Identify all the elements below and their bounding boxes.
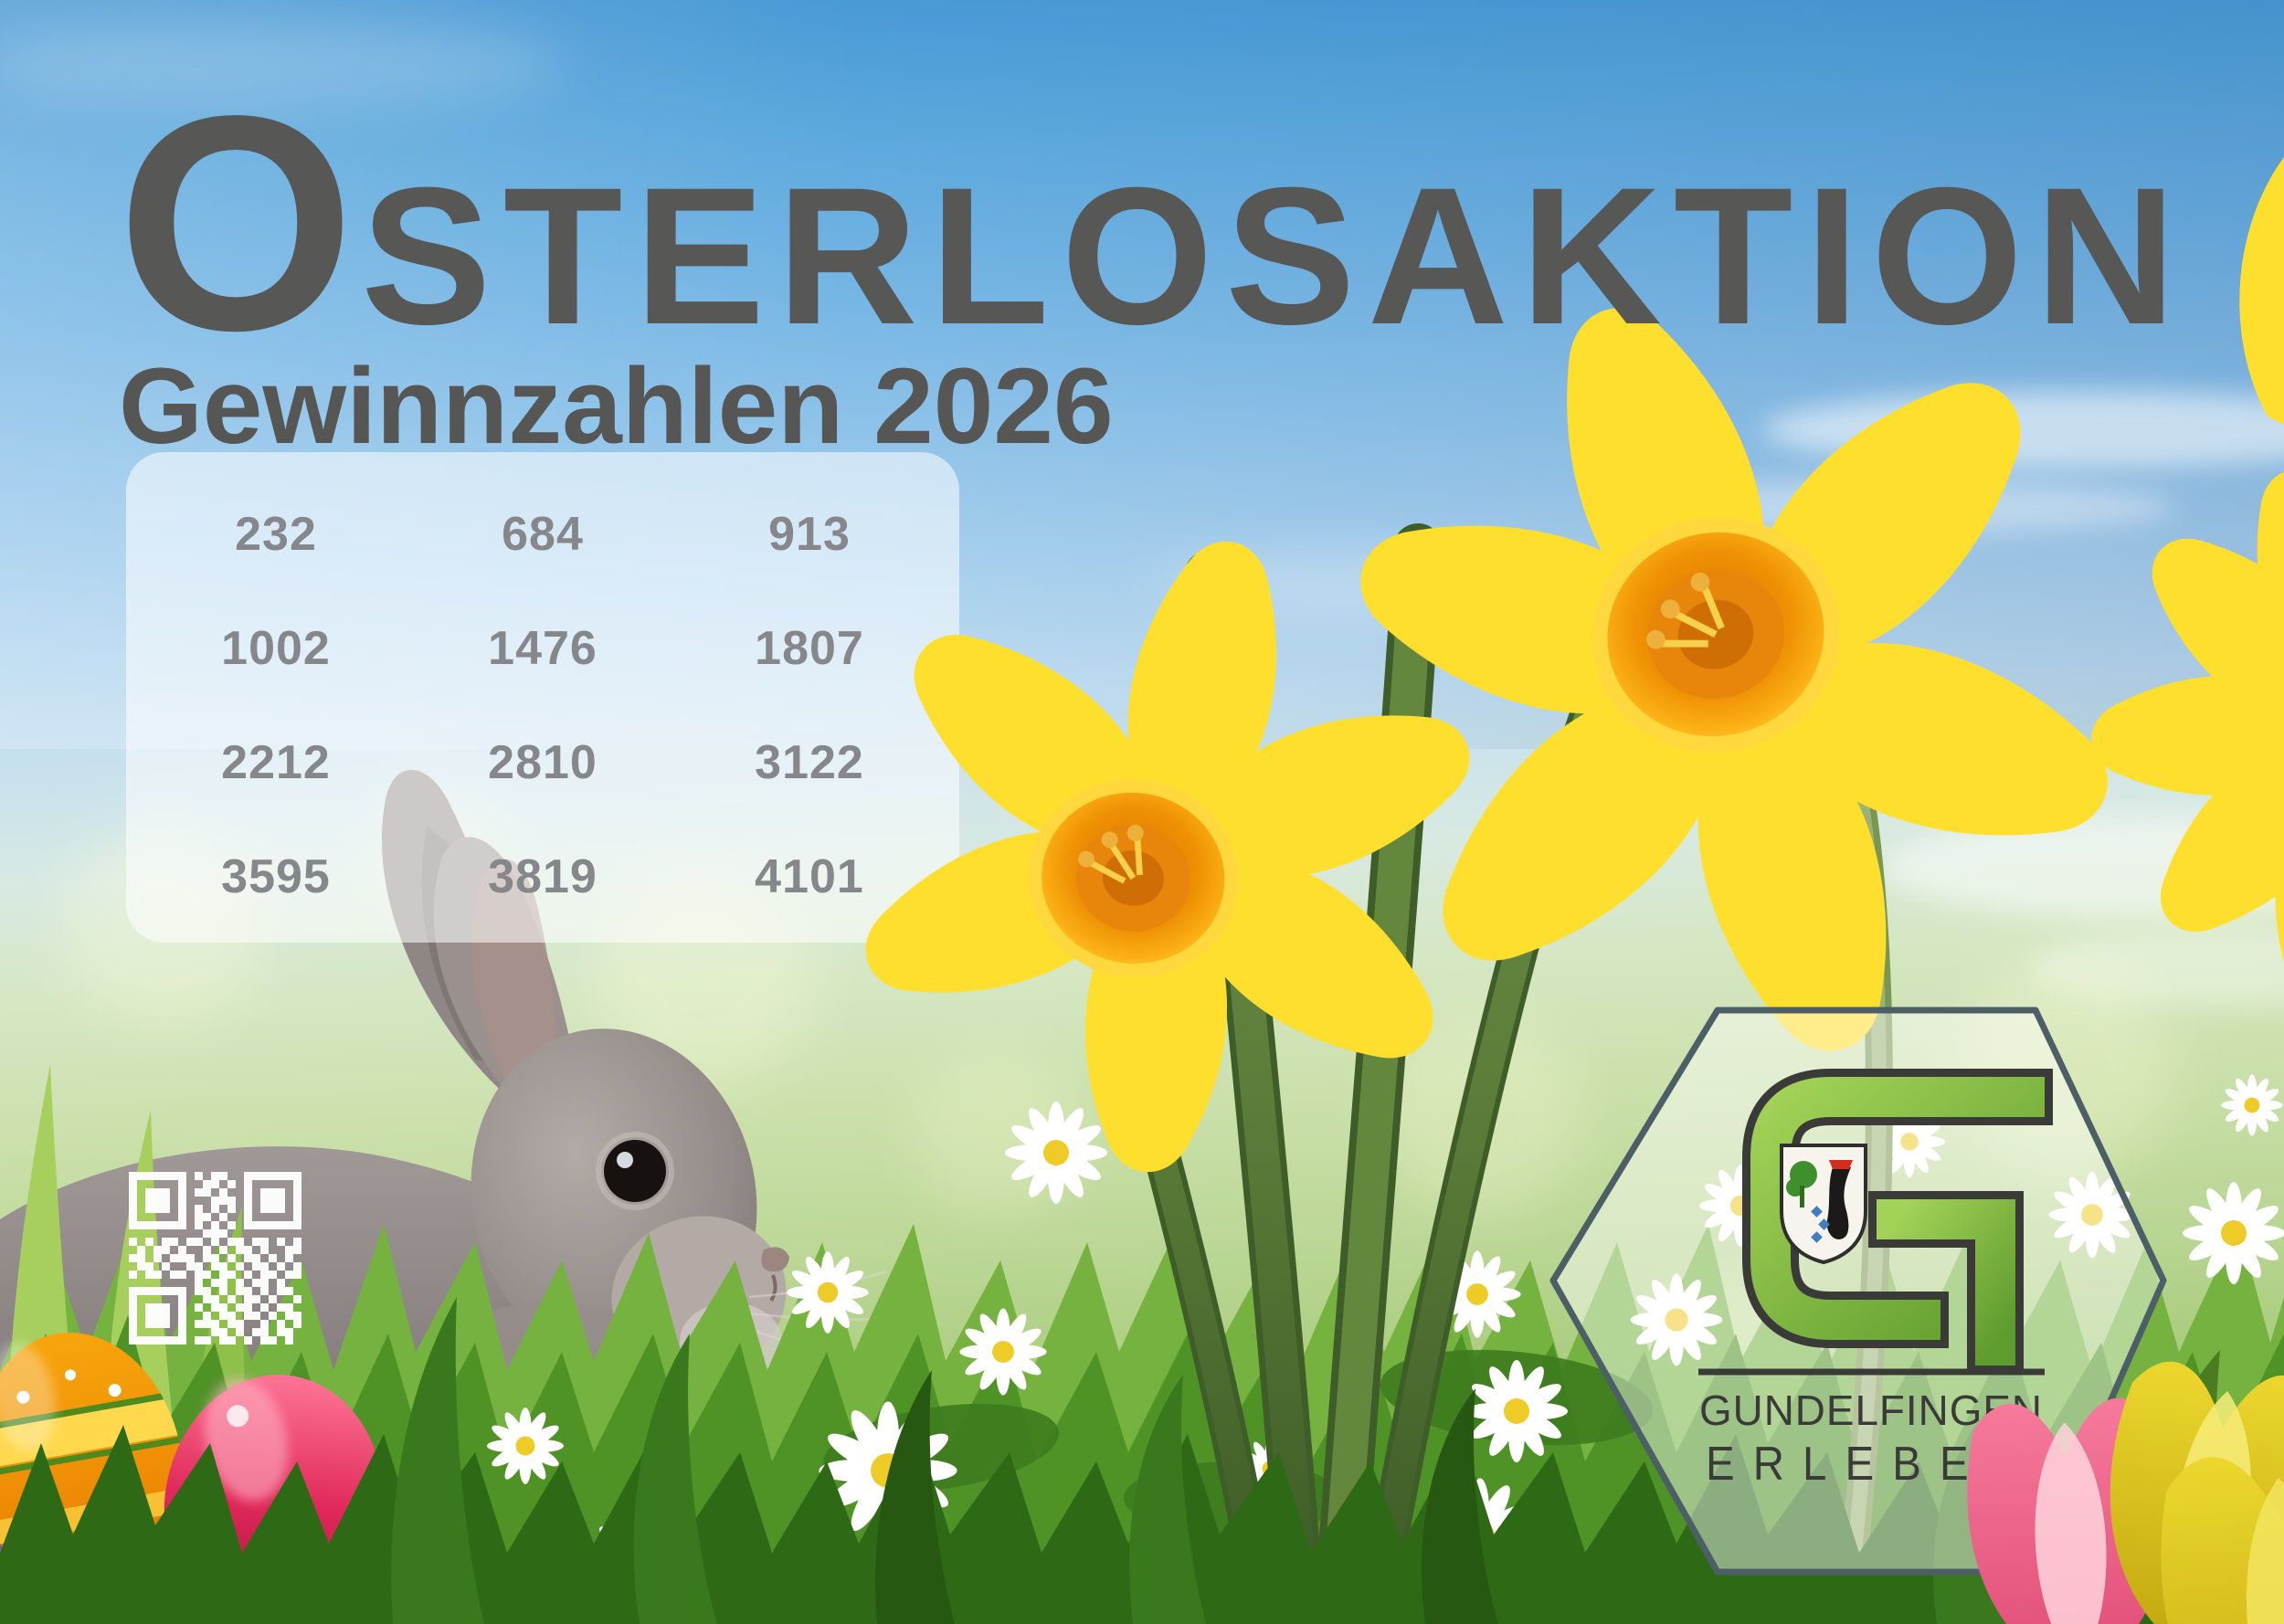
- page-title: STERLOSAKTION: [361, 147, 2188, 365]
- winning-number: 913: [768, 508, 851, 562]
- daffodil: [865, 541, 1470, 1173]
- daffodil-petal: [2239, 157, 2284, 425]
- tulip: [1967, 1361, 2284, 1624]
- winning-number: 3122: [755, 735, 864, 789]
- daffodil: [1360, 308, 2108, 1051]
- winning-number: 1476: [488, 622, 597, 676]
- winning-number: 1807: [755, 622, 864, 676]
- winning-number: 4101: [755, 849, 864, 903]
- winning-number: 1002: [221, 622, 331, 676]
- winning-number: 2810: [488, 735, 597, 789]
- daffodil: [2091, 469, 2284, 997]
- page-title-initial: O: [117, 52, 355, 394]
- badge-tagline-text: ERLEBEN: [1706, 1438, 2036, 1491]
- winning-number: 3595: [221, 849, 331, 903]
- winning-number: 2212: [221, 735, 331, 789]
- crest-shield: [1780, 1144, 1867, 1265]
- winning-number: 684: [502, 508, 584, 562]
- winning-numbers-panel: 232 684 913 1002 1476 1807 2212 2810 312…: [126, 452, 959, 943]
- numbers-panel: [126, 452, 959, 943]
- page-subtitle: Gewinnzahlen 2026: [119, 346, 1114, 467]
- qr-code: [129, 1172, 301, 1345]
- g-monogram-logo: [1742, 1069, 2053, 1374]
- winning-number: 3819: [488, 849, 597, 903]
- winning-number: 232: [235, 508, 317, 562]
